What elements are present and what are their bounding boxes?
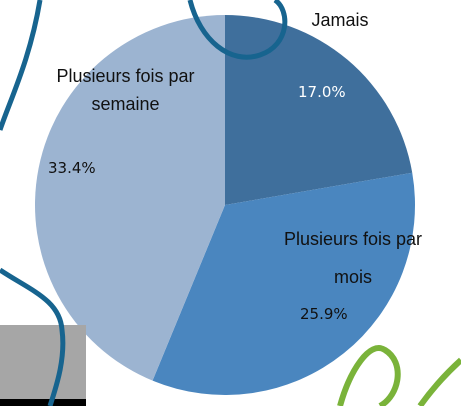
decor-curve xyxy=(337,345,461,406)
category-label: Jamais xyxy=(311,10,369,30)
pie xyxy=(34,15,415,396)
decor-curve xyxy=(0,0,66,406)
category-label: Plusieurs fois par semaine xyxy=(56,66,195,114)
category-label: Plusieurs fois par mois xyxy=(283,229,423,287)
value-label: 33.4% xyxy=(48,159,96,177)
pie-slice xyxy=(225,15,413,205)
gray-box xyxy=(0,325,86,399)
value-label: 25.9% xyxy=(300,305,348,323)
pie-slice xyxy=(152,172,415,396)
black-bar xyxy=(0,399,86,406)
pie-slice xyxy=(34,15,225,381)
decor-curve xyxy=(187,0,288,60)
value-label: 17.0% xyxy=(298,83,346,101)
